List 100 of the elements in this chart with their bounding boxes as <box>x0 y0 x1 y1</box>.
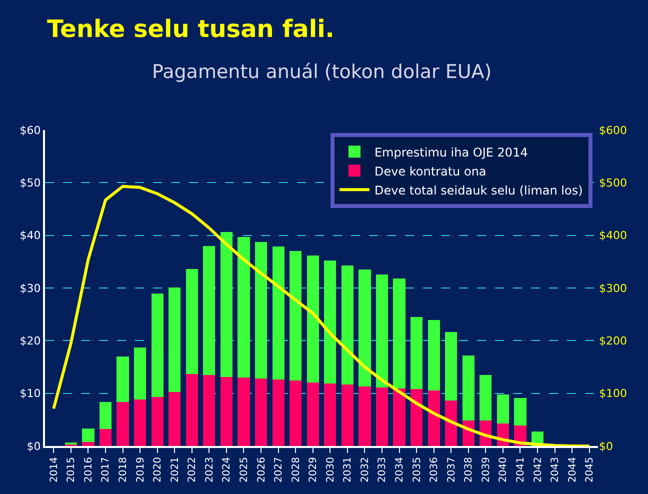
chart-title: Tenke selu tusan fali. <box>47 15 334 43</box>
legend-label: Emprestimu iha OJE 2014 <box>374 145 528 160</box>
x-tick-label: 2044 <box>567 457 578 482</box>
x-tick-label: 2018 <box>118 457 130 482</box>
bar <box>462 355 474 421</box>
x-tick-label: 2027 <box>274 457 285 482</box>
x-tick-label: 2025 <box>238 457 250 482</box>
bar <box>376 388 388 446</box>
bar <box>428 390 440 446</box>
x-tick-label: 2042 <box>532 457 544 482</box>
bar <box>99 402 112 430</box>
y-tick-label: $30 <box>20 282 41 295</box>
y-tick-label: $50 <box>20 176 41 190</box>
x-tick-label: 2020 <box>152 457 164 482</box>
x-tick-label: 2039 <box>480 457 492 482</box>
y-tick-label: $40 <box>20 229 41 242</box>
bar <box>116 402 129 446</box>
y-tick-label: $20 <box>20 334 41 348</box>
bar <box>324 260 336 384</box>
x-tick-label: 2037 <box>446 457 458 482</box>
bar <box>393 388 406 446</box>
bar <box>393 278 406 389</box>
x-tick-label: 2019 <box>135 457 146 482</box>
x-tick-label: 2033 <box>377 457 388 482</box>
bar <box>290 251 302 381</box>
bar <box>168 287 181 392</box>
bar <box>186 269 198 374</box>
y2-tick-label: $200 <box>599 334 627 348</box>
bar <box>445 332 458 401</box>
bar <box>496 394 509 424</box>
x-tick-label: 2014 <box>48 457 60 482</box>
bar <box>376 274 388 388</box>
x-tick-label: 2036 <box>429 457 440 482</box>
x-tick-label: 2021 <box>170 457 181 482</box>
y-tick-label: $0 <box>26 440 41 453</box>
bar <box>134 400 146 446</box>
x-tick-label: 2035 <box>412 457 423 482</box>
bar <box>99 429 112 446</box>
x-tick-label: 2029 <box>308 457 320 482</box>
bar <box>272 380 284 446</box>
x-tick-label: 2034 <box>394 457 406 482</box>
x-tick-label: 2023 <box>204 457 216 482</box>
bar <box>480 374 492 421</box>
x-tick-label: 2031 <box>342 457 354 482</box>
bar <box>324 383 336 446</box>
x-tick-label: 2017 <box>100 457 112 482</box>
bar <box>151 397 164 446</box>
bar <box>358 386 371 446</box>
y2-tick-label: $300 <box>599 282 627 295</box>
bar <box>410 316 423 390</box>
x-tick-label: 2038 <box>464 457 475 482</box>
bar <box>220 232 232 378</box>
x-tick-label: 2043 <box>550 457 562 482</box>
bar <box>220 377 232 446</box>
x-tick-label: 2045 <box>584 457 596 482</box>
bar <box>82 442 94 446</box>
y2-tick-label: $0 <box>599 440 613 453</box>
bar <box>238 236 250 378</box>
bar <box>358 270 371 386</box>
y2-tick-label: $100 <box>599 387 627 400</box>
x-tick-label: 2030 <box>325 457 336 482</box>
bar <box>306 255 319 382</box>
line-series <box>52 184 591 446</box>
bar <box>290 380 302 446</box>
chart-subtitle: Pagamentu anuál (tokon dolar EUA) <box>152 61 492 83</box>
y-tick-label: $60 <box>20 124 41 137</box>
x-tick-label: 2015 <box>66 457 78 482</box>
x-tick-label: 2040 <box>498 457 510 482</box>
bar <box>254 242 268 379</box>
y2-tick-label: $500 <box>599 176 627 190</box>
bar <box>272 246 284 380</box>
x-tick-label: 2026 <box>256 457 268 482</box>
legend-label: Deve total seidauk selu (liman los) <box>374 183 583 198</box>
bar <box>445 400 458 446</box>
bar <box>306 382 319 446</box>
bar <box>341 384 354 446</box>
y2-tick-label: $600 <box>599 124 627 137</box>
bar <box>168 392 181 446</box>
bar <box>238 378 250 446</box>
x-tick-label: 2024 <box>222 457 233 482</box>
y-tick-label: $10 <box>20 387 41 400</box>
x-tick-label: 2028 <box>290 457 302 482</box>
bar <box>203 374 216 446</box>
x-tick-label: 2041 <box>515 457 526 482</box>
bar <box>82 428 94 442</box>
bar <box>151 293 164 398</box>
x-tick-label: 2032 <box>360 457 371 482</box>
bar <box>341 265 354 384</box>
bar <box>134 348 146 400</box>
legend-label: Deve kontratu ona <box>374 164 486 178</box>
y2-tick-label: $400 <box>599 229 627 242</box>
bar <box>203 246 216 375</box>
bar <box>428 320 440 391</box>
bar <box>186 374 198 446</box>
x-tick-label: 2022 <box>187 457 198 482</box>
bar <box>410 389 423 446</box>
bar <box>514 398 526 426</box>
x-tick-label: 2016 <box>83 457 94 482</box>
bar <box>116 356 129 402</box>
bar <box>254 378 268 446</box>
